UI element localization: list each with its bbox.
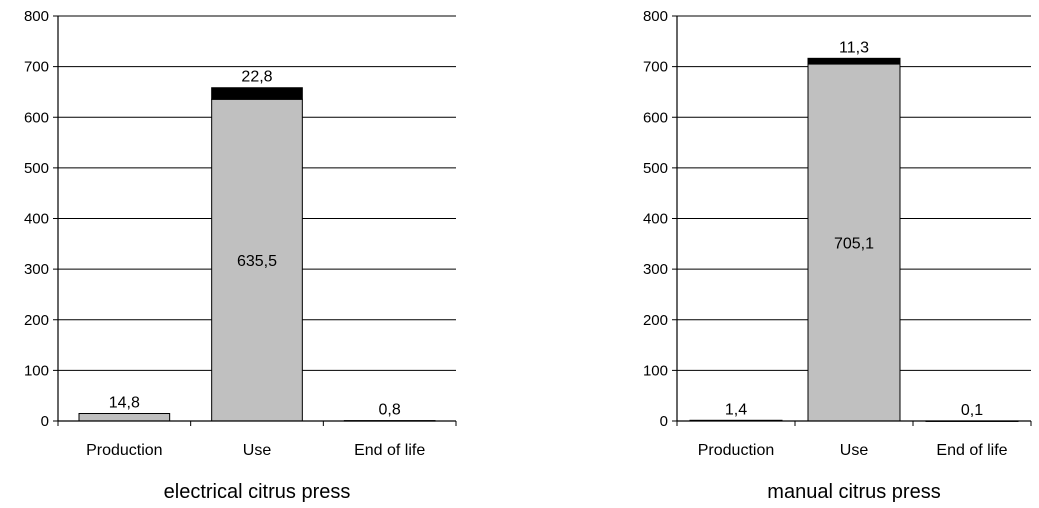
data-label: 705,1	[834, 236, 874, 253]
data-label: 22,8	[241, 69, 272, 86]
y-tick-label: 700	[24, 59, 49, 76]
y-tick-label: 200	[643, 312, 668, 329]
data-label: 14,8	[109, 395, 140, 412]
bar-production-series-0	[78, 413, 171, 422]
data-label: 11,3	[839, 39, 869, 56]
data-label: 0,1	[961, 402, 983, 419]
y-tick-label: 500	[643, 160, 668, 177]
y-tick-label: 700	[643, 59, 668, 76]
y-tick-label: 800	[24, 8, 49, 25]
x-category-label: Production	[698, 442, 775, 459]
y-tick-label: 0	[41, 413, 49, 430]
y-tick-label: 100	[24, 362, 49, 379]
x-category-label: End of life	[354, 442, 425, 459]
y-tick-label: 200	[24, 312, 49, 329]
y-tick-label: 600	[24, 109, 49, 126]
y-tick-label: 300	[24, 261, 49, 278]
bar-use-series-0	[211, 98, 303, 422]
bar-use-series-0	[807, 63, 901, 422]
chart-electrical-citrus-press: 0 100 200 300 400 500 600 700 800 14,8 635,5 22,8 0,…	[24, 8, 457, 503]
y-tick-label: 300	[643, 261, 668, 278]
y-tick-label: 800	[643, 8, 668, 25]
chart-title: electrical citrus press	[164, 481, 351, 503]
data-label: 0,8	[379, 402, 401, 419]
y-tick-label: 600	[643, 109, 668, 126]
y-tick-label: 0	[660, 413, 668, 430]
bar-use-series-1	[807, 57, 901, 65]
x-category-label: End of life	[936, 442, 1007, 459]
x-category-label: Use	[840, 442, 869, 459]
data-label: 635,5	[237, 253, 277, 270]
x-category-label: Use	[243, 442, 272, 459]
y-tick-label: 100	[643, 362, 668, 379]
y-tick-label: 400	[643, 211, 668, 228]
bar-use-series-1	[211, 87, 303, 100]
chart-title: manual citrus press	[767, 481, 940, 503]
data-label: 1,4	[725, 401, 747, 418]
y-tick-label: 400	[24, 211, 49, 228]
x-category-label: Production	[86, 442, 163, 459]
y-tick-label: 500	[24, 160, 49, 177]
chart-manual-citrus-press: 0 100 200 300 400 500 600 700 800 1,4 705,1 11,3 0,1…	[643, 8, 1032, 503]
